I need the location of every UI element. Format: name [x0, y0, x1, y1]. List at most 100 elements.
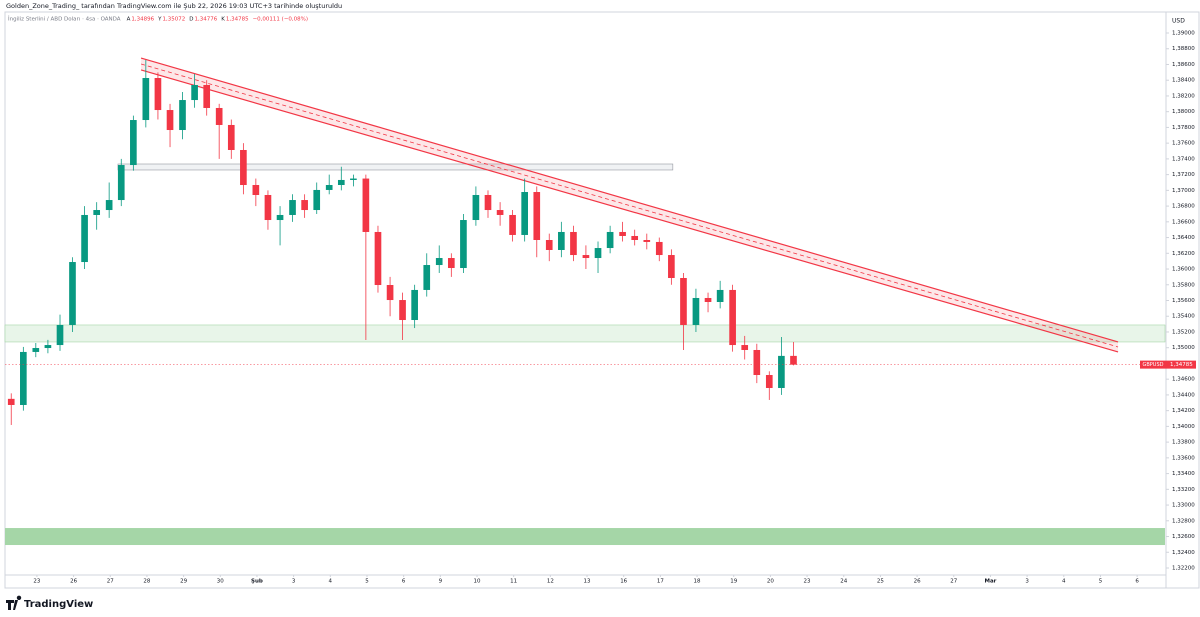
x-tick-label: 28: [143, 579, 150, 585]
candle-body: [69, 262, 76, 325]
candle-body: [20, 351, 27, 405]
candle-body: [289, 200, 296, 215]
x-tick-label: 6: [402, 579, 406, 585]
candle-body: [240, 149, 247, 186]
candle-body: [570, 231, 577, 256]
channel-fill: [141, 58, 1119, 352]
candle-body: [716, 289, 724, 302]
candle-body: [276, 214, 284, 221]
y-tick-label: 1,36600: [1172, 219, 1195, 225]
candle-body: [729, 289, 736, 346]
x-tick-label: 29: [180, 579, 187, 585]
y-tick-label: 1,33200: [1172, 487, 1195, 493]
candle-body: [447, 258, 455, 269]
candle-body: [765, 375, 773, 388]
candle-body: [179, 100, 186, 131]
plot: [4, 57, 1166, 546]
channel-line: [140, 57, 1119, 343]
candle-body: [521, 192, 528, 235]
symbol-tag: GBPUSD: [1142, 362, 1163, 368]
y-tick-label: 1,34600: [1172, 377, 1195, 383]
candle-body: [606, 231, 614, 249]
brand-logo: TradingView: [6, 595, 93, 610]
y-tick-label: 1,34400: [1172, 392, 1195, 398]
logo-mark: [6, 595, 22, 610]
y-tick-label: 1,36800: [1172, 204, 1195, 210]
x-tick-label: Mar: [984, 579, 996, 585]
candle-body: [472, 194, 480, 221]
candle-body: [496, 210, 504, 215]
ohlc-label: D: [189, 17, 193, 23]
candle-body: [301, 200, 308, 211]
y-tick-label: 1,35000: [1172, 345, 1195, 351]
candle-body: [44, 345, 52, 349]
last-price-label: 1,34785: [1170, 362, 1193, 368]
y-tick-label: 1,39000: [1172, 31, 1195, 37]
x-tick-label: 16: [620, 579, 627, 585]
y-tick-label: 1,37600: [1172, 141, 1195, 147]
x-tick-label: 9: [439, 579, 443, 585]
zone: [117, 163, 674, 171]
candle-body: [130, 120, 137, 166]
candle-body: [668, 255, 675, 279]
candle-body: [337, 179, 345, 186]
y-tick-label: 1,33800: [1172, 440, 1195, 446]
candle-body: [105, 200, 113, 211]
ohlc-value: 1,34776: [194, 17, 217, 23]
y-tick-label: 1,36200: [1172, 251, 1195, 257]
ohlc-value: 1,34785: [226, 17, 249, 23]
candle-body: [655, 241, 663, 256]
candle-body: [753, 349, 761, 376]
candle-body: [435, 258, 443, 266]
x-tick-label: 24: [840, 579, 847, 585]
x-tick-label: 10: [473, 579, 480, 585]
last-price-bg: [1166, 360, 1196, 369]
x-tick-label: 3: [1025, 579, 1029, 585]
zone: [5, 528, 1165, 546]
candle-body: [93, 210, 101, 215]
candle-body: [154, 78, 162, 111]
candle-body: [533, 192, 541, 241]
candle-body: [227, 124, 235, 150]
x-tick-label: 4: [329, 579, 333, 585]
y-tick-label: 1,32600: [1172, 534, 1195, 540]
candle-body: [631, 235, 639, 241]
brand: TradingView: [24, 599, 93, 610]
y-tick-label: 1,32800: [1172, 518, 1195, 524]
candle-body: [582, 255, 590, 259]
y-tick-label: 1,33400: [1172, 471, 1195, 477]
candle-body: [215, 107, 223, 125]
ohlc-label: Y: [157, 17, 162, 23]
candle-body: [56, 324, 64, 346]
x-tick-label: 12: [547, 579, 554, 585]
candle-body: [741, 345, 749, 350]
y-tick-label: 1,36400: [1172, 235, 1195, 241]
candle-body: [680, 278, 687, 325]
candle-body: [411, 289, 418, 321]
candle-body: [484, 194, 492, 211]
candle-body: [692, 297, 700, 325]
x-tick-label: 3: [292, 579, 296, 585]
y-tick-label: 1,35400: [1172, 314, 1195, 320]
candle-body: [790, 355, 797, 365]
y-tick-label: 1,37800: [1172, 125, 1195, 131]
x-tick-label: 23: [33, 579, 40, 585]
x-tick-label: 20: [767, 579, 774, 585]
x-tick-label: 5: [365, 579, 369, 585]
candle-body: [203, 85, 211, 108]
ohlc-value: 1,35072: [162, 17, 185, 23]
y-tick-label: 1,38200: [1172, 93, 1195, 99]
x-tick-label: 27: [107, 579, 114, 585]
candle-body: [166, 110, 174, 131]
y-tick-label: 1,38400: [1172, 78, 1195, 84]
x-tick-label: 26: [70, 579, 77, 585]
candle-body: [362, 178, 370, 232]
y-tick-label: 1,32200: [1172, 565, 1195, 571]
chart-frame: [4, 11, 1200, 589]
candle-body: [399, 300, 406, 321]
candle-body: [32, 348, 40, 352]
attribution: Golden_Zone_Trading_ tarafından TradingV…: [6, 2, 342, 10]
x-tick-label: 5: [1099, 579, 1103, 585]
